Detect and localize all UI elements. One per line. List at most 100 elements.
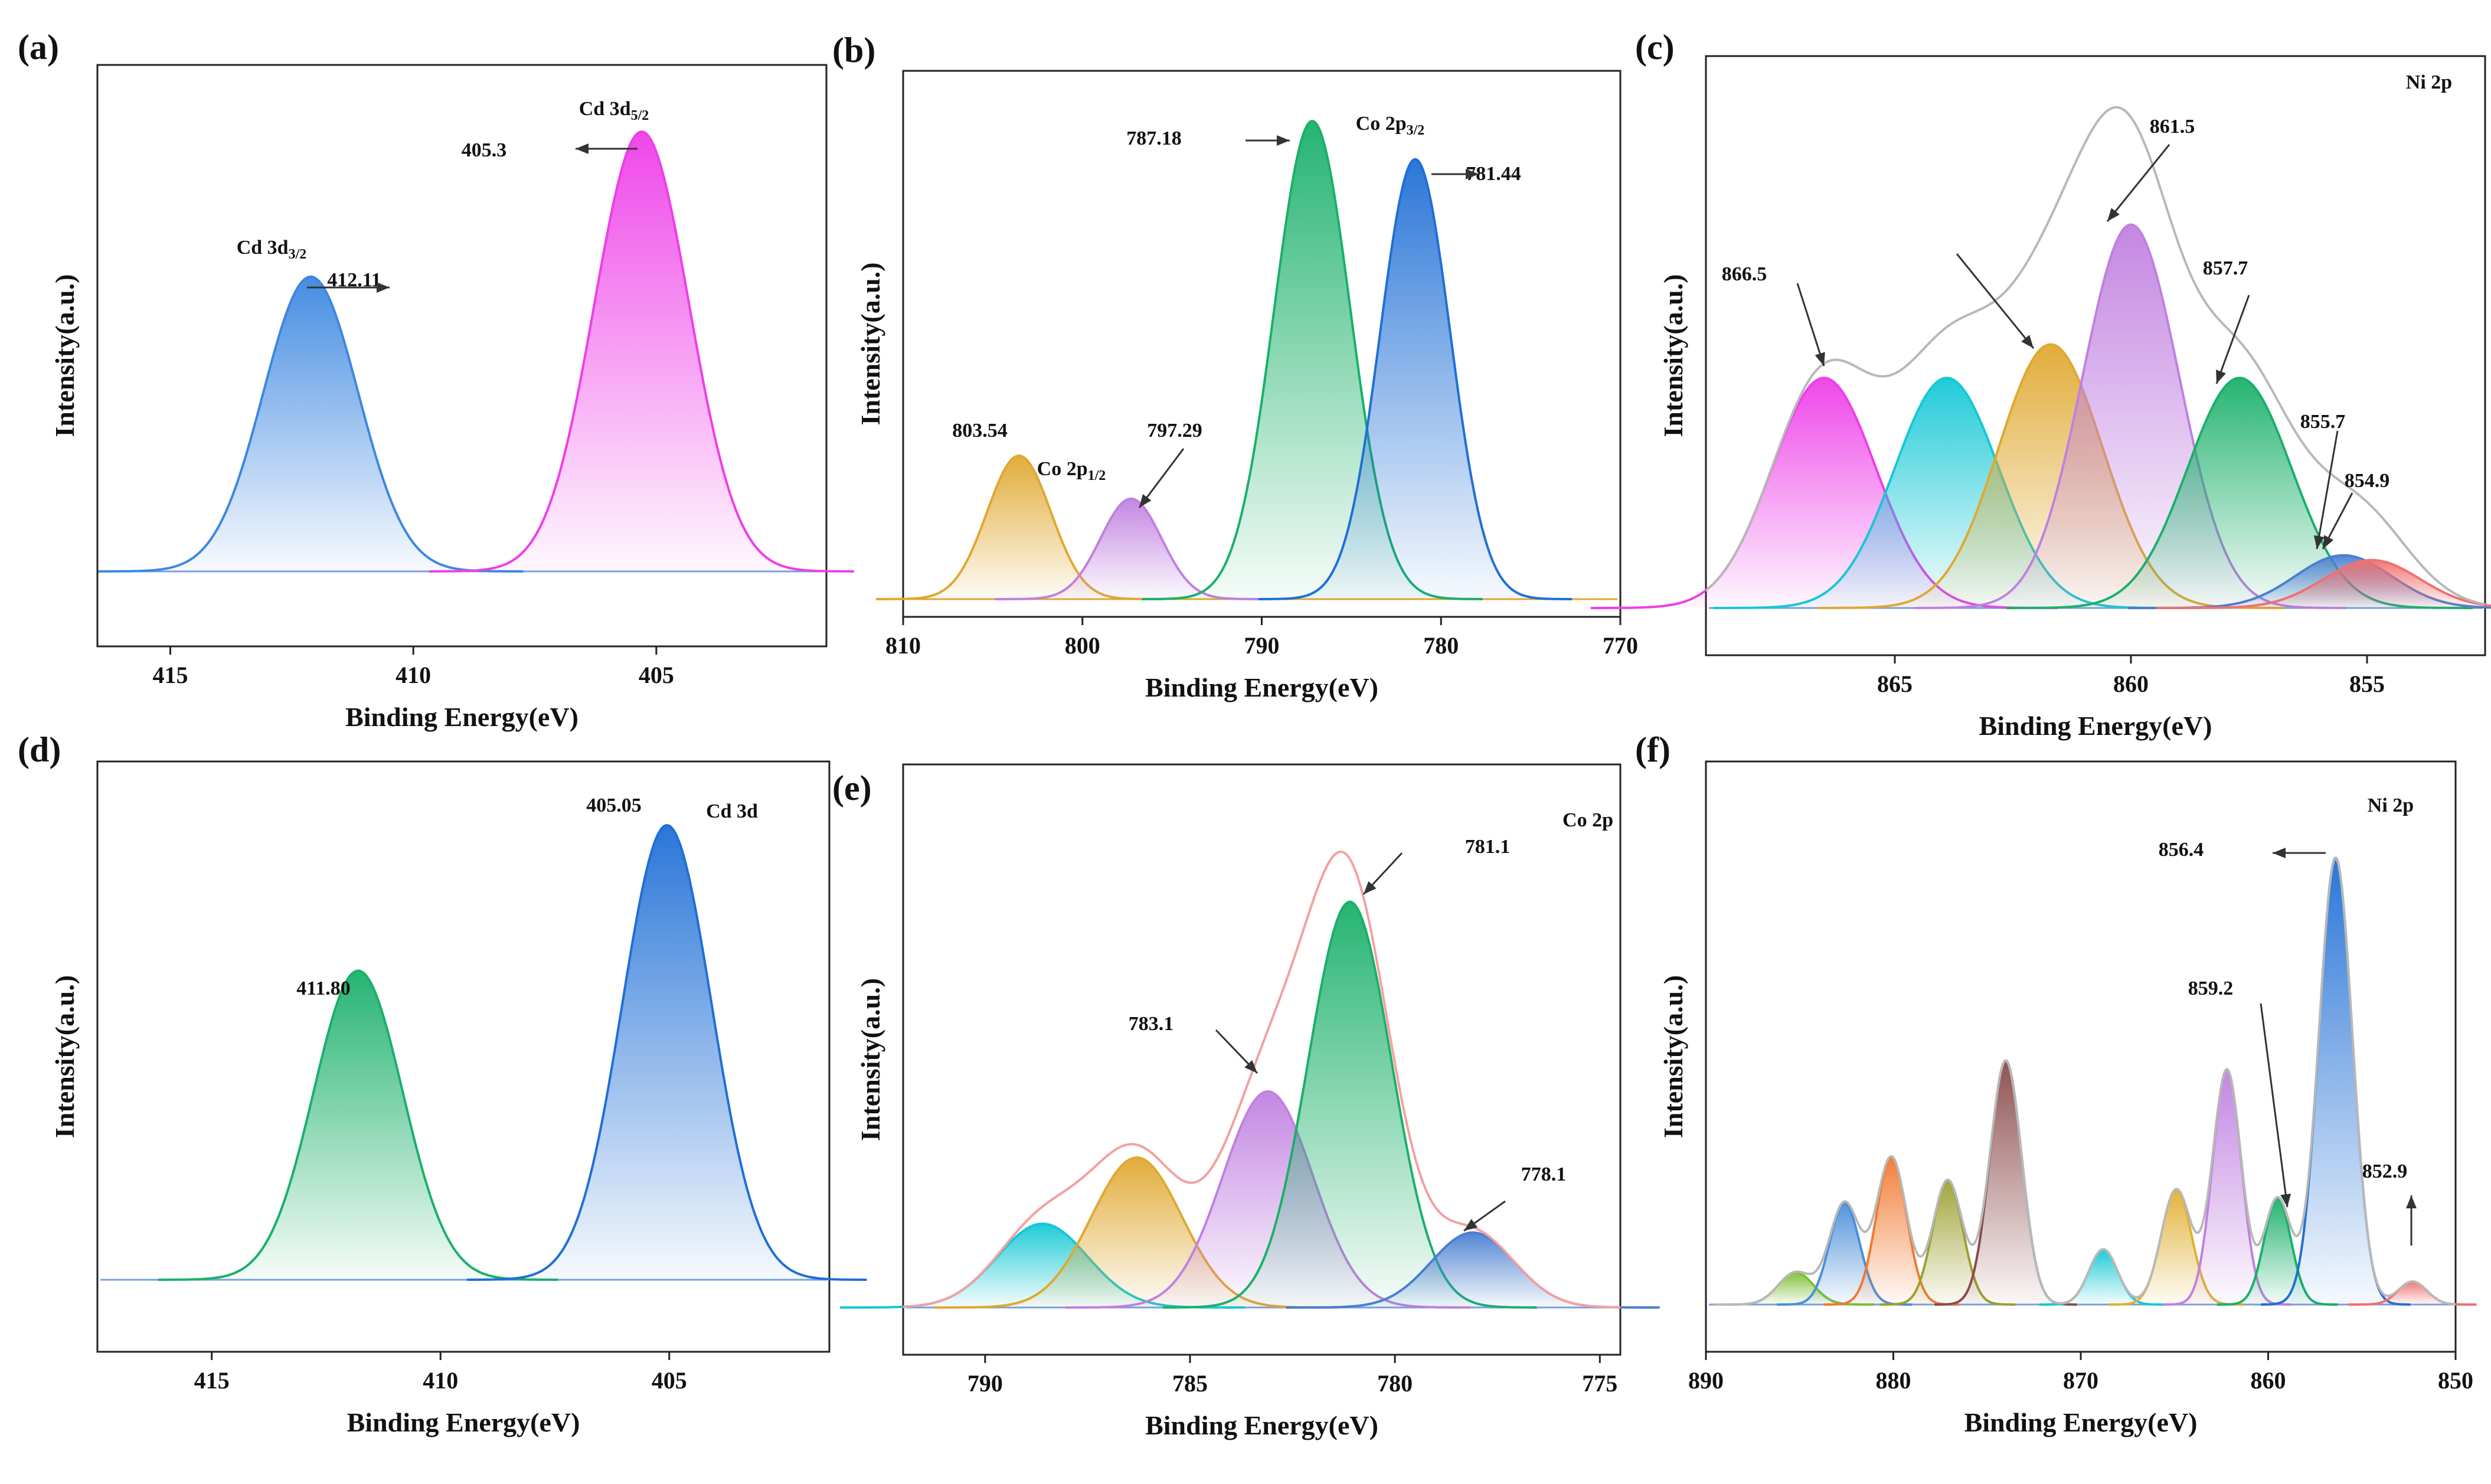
arrow-line	[2215, 295, 2250, 384]
panel-label: (d)	[18, 730, 61, 769]
peak-position-label: 787.18	[1126, 128, 1182, 149]
panel-c: 865 860 855 Binding Energy(eV) Intensity(a.u…	[1590, 28, 2491, 741]
panel-label: (f)	[1635, 730, 1671, 769]
x-tick-label: 790	[967, 1370, 1003, 1397]
x-axis-label: Binding Energy(eV)	[347, 1407, 580, 1437]
species-label: Cd 3d5/2	[579, 98, 649, 123]
peak-fill	[2217, 1198, 2338, 1305]
peak-fill	[995, 498, 1267, 599]
peak-fill	[1915, 224, 2346, 608]
peak-position-label: 411.80	[296, 978, 351, 999]
peak-fill	[2006, 378, 2473, 608]
arrow-head	[2280, 1194, 2291, 1207]
peak-curve	[467, 823, 867, 1281]
arrow-head	[2406, 1195, 2417, 1208]
arrow-head	[1815, 352, 1825, 366]
arrow-head	[1364, 881, 1377, 894]
envelope-curve	[1713, 856, 2456, 1306]
x-tick-label: 855	[2349, 671, 2385, 697]
peak-fill	[1880, 1180, 2016, 1305]
peak-fill	[875, 456, 1162, 599]
x-tick-label: 880	[1876, 1367, 1911, 1394]
arrow-head	[377, 282, 390, 293]
x-tick-label: 405	[652, 1367, 687, 1394]
x-tick-label: 405	[639, 662, 674, 688]
x-tick-label: 775	[1582, 1370, 1617, 1397]
x-axis-label: Binding Energy(eV)	[1145, 1410, 1378, 1440]
arrow-head	[1464, 1218, 1478, 1231]
arrow-line	[2106, 144, 2170, 222]
species-label: Co 2p1/2	[1037, 458, 1106, 483]
peak-position-label: 856.4	[2159, 839, 2204, 861]
plot-frame	[96, 64, 828, 648]
x-axis-label: Binding Energy(eV)	[345, 702, 578, 732]
arrow-head	[1466, 169, 1479, 179]
peak-fill	[158, 970, 558, 1280]
panel-d: 415 410 405 Binding Energy(eV) Intensity(a.u…	[18, 730, 867, 1437]
x-tick-label: 810	[885, 632, 921, 659]
y-axis-label: Intensity(a.u.)	[855, 262, 885, 425]
panel-e: 790 785 780 775 Binding Energy(eV) Intensity(…	[832, 763, 1660, 1440]
species-label: Cd 3d3/2	[237, 237, 307, 262]
peak-curve	[98, 275, 524, 573]
panel-label: (b)	[832, 31, 875, 70]
species-label: Co 2p3/2	[1356, 113, 1425, 138]
envelope-curve	[1705, 106, 2486, 606]
peak-position-label: 803.54	[952, 420, 1008, 442]
peak-fill	[1142, 121, 1483, 599]
arrow-line	[2260, 1003, 2289, 1208]
peak-curve	[1258, 158, 1572, 600]
arrow-line	[1796, 283, 1825, 367]
x-tick-label: 415	[153, 662, 188, 688]
peak-position-label: 797.29	[1147, 420, 1202, 442]
arrow-head	[2216, 370, 2227, 384]
peak-fill	[1713, 378, 2181, 608]
panel-b: 810 800 790 780 770 Binding Energy(eV) Intensi…	[832, 31, 1638, 702]
peak-position-label: 866.5	[1722, 263, 1767, 285]
element-label: Co 2p	[1562, 809, 1613, 831]
peak-position-label: 857.7	[2203, 257, 2248, 279]
element-label: Ni 2p	[2368, 795, 2414, 816]
x-tick-label: 770	[1603, 632, 1638, 659]
peak-curve	[429, 130, 854, 573]
element-label: Cd 3d	[706, 800, 758, 822]
peak-fill	[1286, 1233, 1660, 1308]
peak-fill	[1823, 1157, 1959, 1305]
peak-fill	[1590, 378, 2058, 608]
x-tick-label: 415	[194, 1367, 230, 1394]
y-axis-label: Intensity(a.u.)	[1658, 274, 1688, 437]
plot-frame	[902, 763, 1622, 1356]
plot-frame	[1705, 55, 2486, 656]
element-label: Ni 2p	[2406, 71, 2452, 93]
envelope-curve	[903, 850, 1621, 1309]
peak-fill	[2348, 1282, 2477, 1305]
peak-position-label: 859.2	[2188, 978, 2234, 999]
arrow-head	[2107, 208, 2120, 221]
peak-fill	[1934, 1060, 2077, 1305]
peak-fill	[467, 825, 867, 1280]
x-axis-label: Binding Energy(eV)	[1979, 711, 2212, 741]
x-tick-label: 780	[1377, 1370, 1413, 1397]
arrow-head	[2021, 335, 2034, 348]
x-tick-label: 780	[1423, 632, 1459, 659]
x-tick-label: 860	[2251, 1367, 2286, 1394]
arrow-head	[2273, 848, 2286, 858]
peak-fill	[934, 1158, 1339, 1308]
peak-position-label: 778.1	[1521, 1163, 1567, 1185]
arrow-head	[2313, 535, 2325, 549]
x-tick-label: 410	[423, 1367, 458, 1394]
peak-fill	[2108, 1189, 2244, 1305]
panel-f: 890 880 870 860 850 Binding Energy(eV) Intensi…	[1635, 730, 2477, 1437]
peak-position-label: 783.1	[1129, 1013, 1174, 1035]
peak-fill	[1163, 901, 1537, 1308]
y-axis-label: Intensity(a.u.)	[855, 978, 885, 1141]
peak-fill	[429, 132, 854, 571]
x-axis-label: Binding Energy(eV)	[1964, 1407, 2198, 1437]
panel-label: (c)	[1635, 28, 1675, 67]
peak-position-label: 781.1	[1465, 836, 1511, 858]
y-axis-label: Intensity(a.u.)	[50, 975, 80, 1138]
peak-fill	[98, 276, 524, 571]
arrow-head	[1277, 135, 1290, 146]
x-tick-label: 790	[1244, 632, 1280, 659]
